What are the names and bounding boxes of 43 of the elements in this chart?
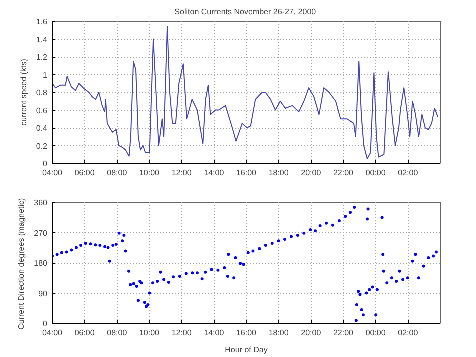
x-tick-label: 16:00 [236,328,258,338]
x-tick-label: 12:00 [172,168,192,178]
x-axis-title: Hour of Day [225,346,268,354]
x-tick-label: 12:00 [172,328,192,338]
x-tick-label: 06:00 [74,328,96,338]
y-tick-label: 0.8 [36,88,48,98]
x-tick-label: 18:00 [268,328,290,338]
chart-title: Soliton Currents November 26-27, 2000 [174,8,317,16]
x-tick-label: 04:00 [42,328,64,338]
x-tick-label: 00:00 [366,168,386,178]
x-tick-label: 08:00 [107,168,128,178]
x-tick-label: 00:00 [366,328,386,338]
y-tick-label: 0 [43,160,48,168]
x-tick-label: 18:00 [268,168,290,178]
x-tick-label: 14:00 [204,328,225,338]
y-tick-label: 0.6 [36,106,48,116]
y-tick-label: 0 [43,320,48,328]
y-tick-label: 1.6 [36,18,48,26]
y-tick-label: 0.4 [36,124,48,133]
x-tick-label: 20:00 [301,168,322,178]
y-tick-label: 90 [38,289,48,298]
y-axis-title: Current Direction degrees (magnetic) [17,198,26,330]
y-tick-label: 270 [34,228,48,238]
y-tick-label: 1.4 [36,35,48,44]
x-tick-label: 02:00 [398,168,419,178]
x-tick-label: 22:00 [333,328,354,338]
x-tick-label: 20:00 [301,328,322,338]
x-tick-label: 06:00 [74,168,96,178]
y-axis-title: current speed (kts) [19,58,28,126]
x-tick-label: 04:00 [42,168,64,178]
x-tick-label: 10:00 [139,328,160,338]
y-tick-label: 1 [43,70,48,80]
x-tick-label: 14:00 [204,168,225,178]
x-tick-label: 16:00 [236,168,258,178]
x-tick-label: 08:00 [107,328,128,338]
x-tick-label: 22:00 [333,168,354,178]
y-tick-label: 0.2 [36,142,48,151]
line-series [52,26,439,160]
y-tick-label: 360 [34,198,48,208]
y-tick-label: 180 [34,259,48,268]
y-tick-label: 1.2 [36,53,48,62]
x-tick-label: 02:00 [398,328,419,338]
x-tick-label: 10:00 [139,168,160,178]
